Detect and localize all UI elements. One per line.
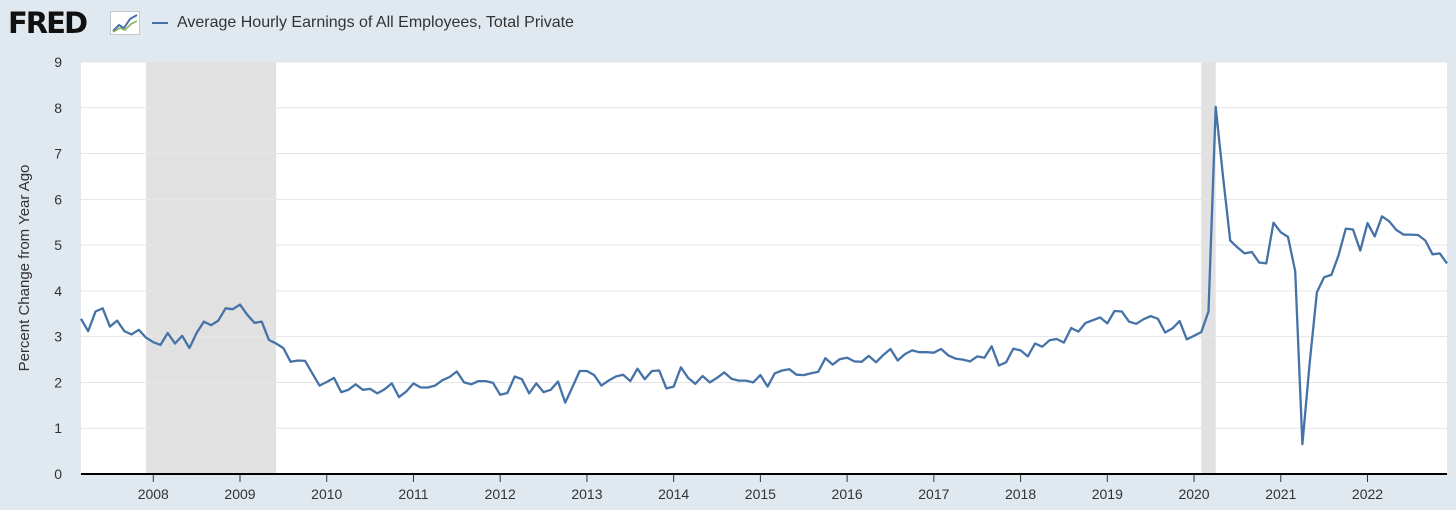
x-tick-label: 2016 <box>832 486 863 502</box>
recession-band-1 <box>1201 62 1216 474</box>
y-tick-label: 9 <box>54 54 62 70</box>
plot-area <box>81 62 1447 474</box>
x-tick-label: 2009 <box>224 486 255 502</box>
series-group <box>80 105 1448 446</box>
y-tick-label: 1 <box>54 420 62 436</box>
x-axis-ticks: 2008 2009 2010 2011 2012 2013 2014 2015 2016 2017… <box>138 474 1383 502</box>
x-tick-label: 2015 <box>745 486 776 502</box>
chart-header: FRED Average Hourly Earnings of All Empl… <box>0 0 1456 56</box>
x-tick-label: 2008 <box>138 486 169 502</box>
y-axis-ticks: 0 1 2 3 4 5 6 7 8 9 <box>54 54 62 482</box>
chart-trend-icon <box>110 11 140 35</box>
x-tick-label: 2010 <box>311 486 342 502</box>
y-tick-label: 0 <box>54 466 62 482</box>
recession-band-0 <box>146 62 277 474</box>
y-axis-label: Percent Change from Year Ago <box>16 165 33 372</box>
x-tick-label: 2011 <box>398 486 428 502</box>
x-tick-label: 2017 <box>918 486 949 502</box>
y-tick-label: 5 <box>54 237 62 253</box>
chart-legend[interactable]: Average Hourly Earnings of All Employees… <box>152 14 574 32</box>
y-tick-label: 4 <box>54 283 62 299</box>
x-tick-label: 2012 <box>485 486 516 502</box>
x-tick-label: 2020 <box>1178 486 1209 502</box>
y-tick-label: 2 <box>54 374 62 390</box>
x-tick-label: 2013 <box>571 486 602 502</box>
x-tick-label: 2014 <box>658 486 689 502</box>
y-tick-label: 8 <box>54 100 62 116</box>
gridlines <box>81 61 1447 429</box>
fred-logo[interactable]: FRED <box>8 6 88 40</box>
y-tick-label: 7 <box>54 146 62 162</box>
legend-swatch <box>152 22 168 24</box>
y-tick-label: 3 <box>54 329 62 345</box>
x-tick-label: 2019 <box>1092 486 1123 502</box>
x-tick-label: 2022 <box>1352 486 1383 502</box>
x-tick-label: 2018 <box>1005 486 1036 502</box>
recession-shading-group <box>146 62 1216 474</box>
legend-series-label: Average Hourly Earnings of All Employees… <box>177 14 574 31</box>
series-line-0[interactable] <box>80 105 1448 446</box>
y-tick-label: 6 <box>54 191 62 207</box>
x-tick-label: 2021 <box>1265 486 1296 502</box>
